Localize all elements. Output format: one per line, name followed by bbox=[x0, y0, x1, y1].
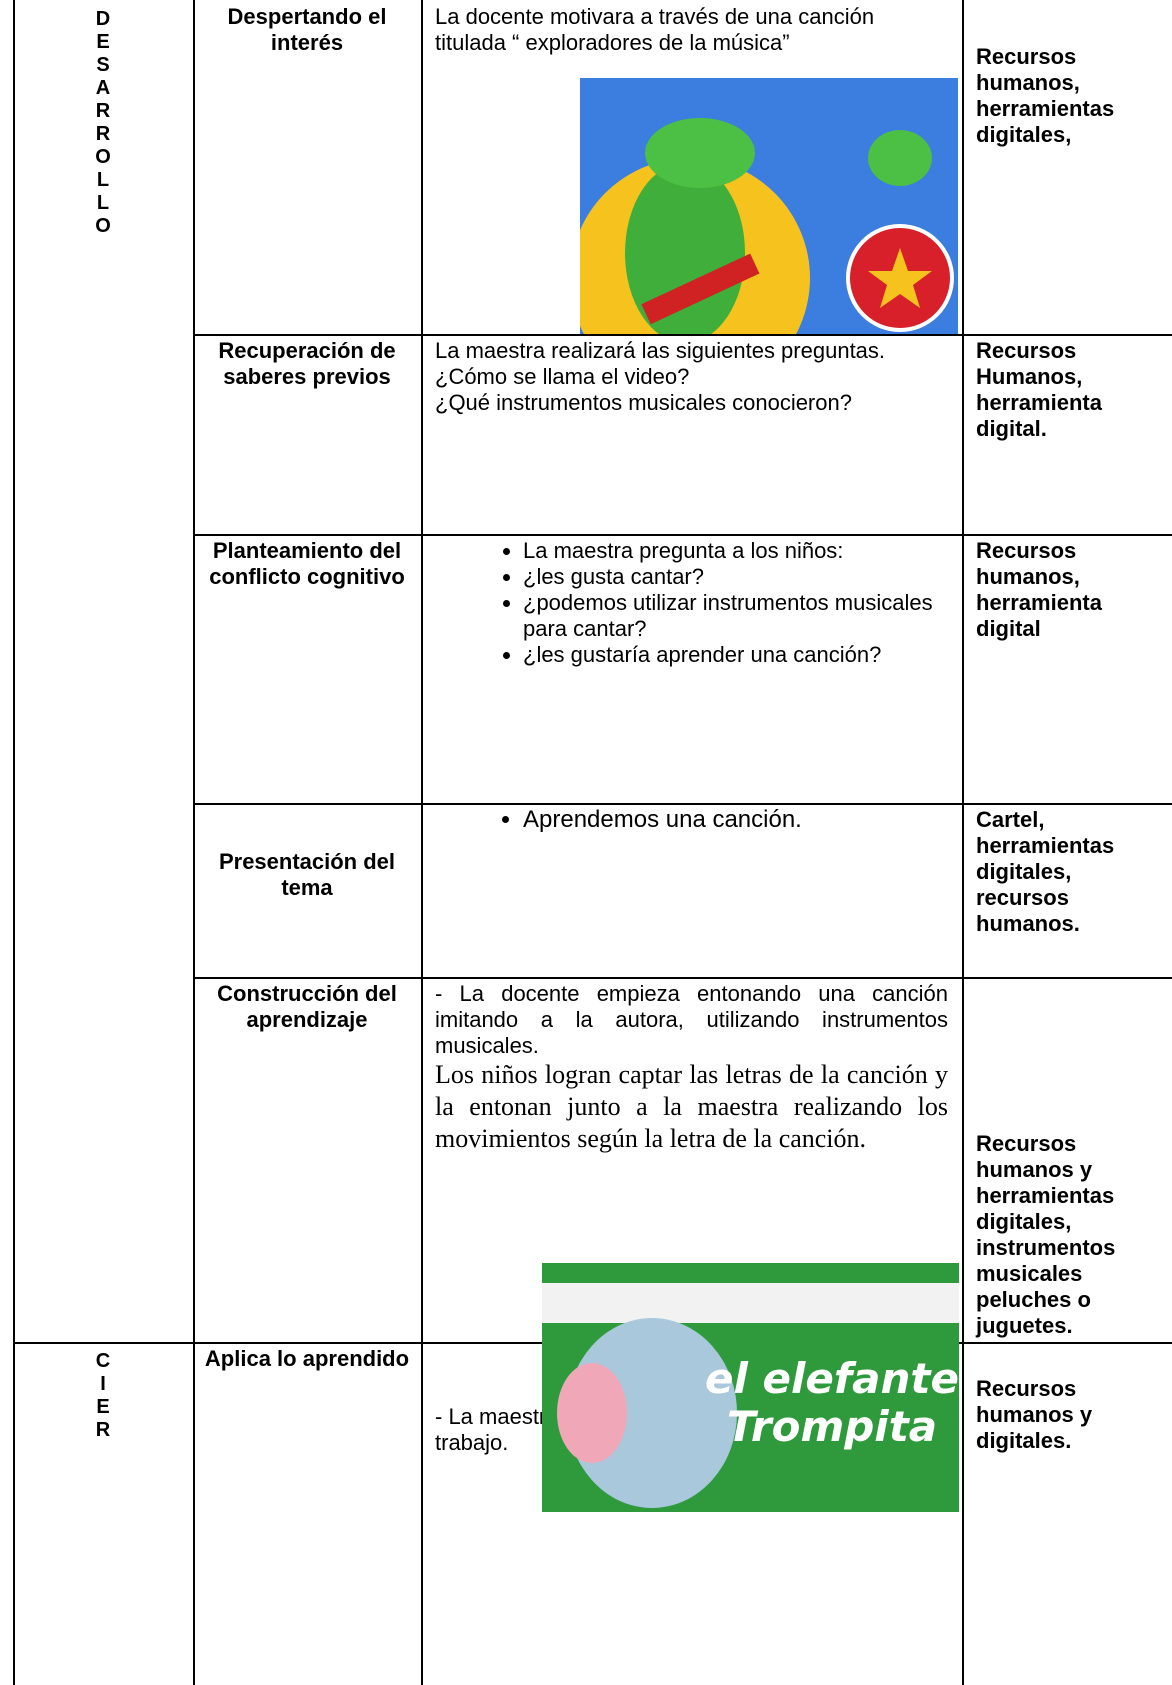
paragraph: ¿Cómo se llama el video? bbox=[435, 364, 690, 389]
resources: Recursos humanos y herramientas digitale… bbox=[976, 1131, 1116, 1338]
row-line bbox=[193, 977, 1172, 979]
phase-letter: E bbox=[96, 1396, 110, 1418]
column-line bbox=[193, 0, 195, 1685]
phase-letter: R bbox=[95, 100, 111, 122]
bullet-list: La maestra pregunta a los niños:¿les gus… bbox=[435, 538, 948, 668]
phase-letter: L bbox=[96, 192, 110, 214]
paragraph: ¿Qué instrumentos musicales conocieron? bbox=[435, 390, 852, 415]
stage: Despertando el interés bbox=[227, 4, 387, 55]
resources: Recursos Humanos, herramienta digital. bbox=[976, 338, 1102, 441]
stage: Construcción del aprendizaje bbox=[217, 981, 397, 1032]
phase-letter: S bbox=[96, 54, 110, 76]
stage: Presentación del tema bbox=[218, 849, 396, 900]
paragraph: - La docente empieza entonando una canci… bbox=[435, 981, 948, 1058]
guitar bbox=[641, 253, 760, 325]
image-text: el elefante bbox=[705, 1354, 959, 1403]
activity: Aprendemos una canción. bbox=[421, 803, 962, 837]
stage: Aplica lo aprendido bbox=[204, 1346, 410, 1371]
dino-drummer bbox=[868, 130, 932, 186]
phase-letter: O bbox=[95, 146, 111, 168]
fence bbox=[542, 1283, 959, 1323]
ear bbox=[557, 1363, 627, 1463]
column-line bbox=[421, 0, 423, 1685]
image-dinosaurs bbox=[580, 78, 958, 334]
row-line bbox=[193, 803, 1172, 805]
phase-letter: I bbox=[100, 1373, 106, 1395]
paragraph: La maestra realizará las siguientes preg… bbox=[435, 338, 886, 363]
paragraph: Los niños logran captar las letras de la… bbox=[435, 1060, 948, 1153]
activity: La maestra realizará las siguientes preg… bbox=[421, 334, 962, 420]
stage: Planteamiento del conflicto cognitivo bbox=[209, 538, 405, 589]
column-line bbox=[13, 0, 15, 1685]
phase-letter: D bbox=[95, 8, 111, 30]
phase-letter: E bbox=[96, 31, 110, 53]
phase-letter: R bbox=[95, 123, 111, 145]
phase-letter: L bbox=[96, 169, 110, 191]
resources: Recursos humanos y digitales. bbox=[976, 1376, 1093, 1453]
resources: Cartel, herramientas digitales, recursos… bbox=[976, 807, 1115, 936]
bullet: ¿les gusta cantar? bbox=[523, 564, 948, 590]
phase-letter: O bbox=[95, 215, 111, 237]
bullet: Aprendemos una canción. bbox=[523, 807, 948, 833]
activity: - La docente empieza entonando una canci… bbox=[421, 977, 962, 1159]
stage: Recuperación de saberes previos bbox=[218, 338, 396, 389]
paragraph: La docente motivara a través de una canc… bbox=[435, 4, 875, 55]
dino-head bbox=[645, 118, 755, 188]
column-line bbox=[962, 0, 964, 1685]
bullet-list: Aprendemos una canción. bbox=[435, 807, 948, 833]
activity: La docente motivara a través de una canc… bbox=[421, 0, 962, 60]
resources: Recursos humanos, herramientas digitales… bbox=[976, 44, 1115, 147]
phase-letter: C bbox=[95, 1350, 111, 1372]
activity: La maestra pregunta a los niños:¿les gus… bbox=[421, 534, 962, 672]
star bbox=[868, 248, 932, 308]
phase-letter: R bbox=[95, 1419, 111, 1441]
image-text: Trompita bbox=[727, 1402, 937, 1451]
phase-letter: A bbox=[95, 77, 111, 99]
row-line bbox=[193, 534, 1172, 536]
elephant bbox=[567, 1318, 737, 1508]
resources: Recursos humanos, herramienta digital bbox=[976, 538, 1102, 641]
row-line bbox=[193, 334, 1172, 336]
bullet: ¿podemos utilizar instrumentos musicales… bbox=[523, 590, 948, 642]
bullet: La maestra pregunta a los niños: bbox=[523, 538, 948, 564]
bullet: ¿les gustaría aprender una canción? bbox=[523, 642, 948, 668]
